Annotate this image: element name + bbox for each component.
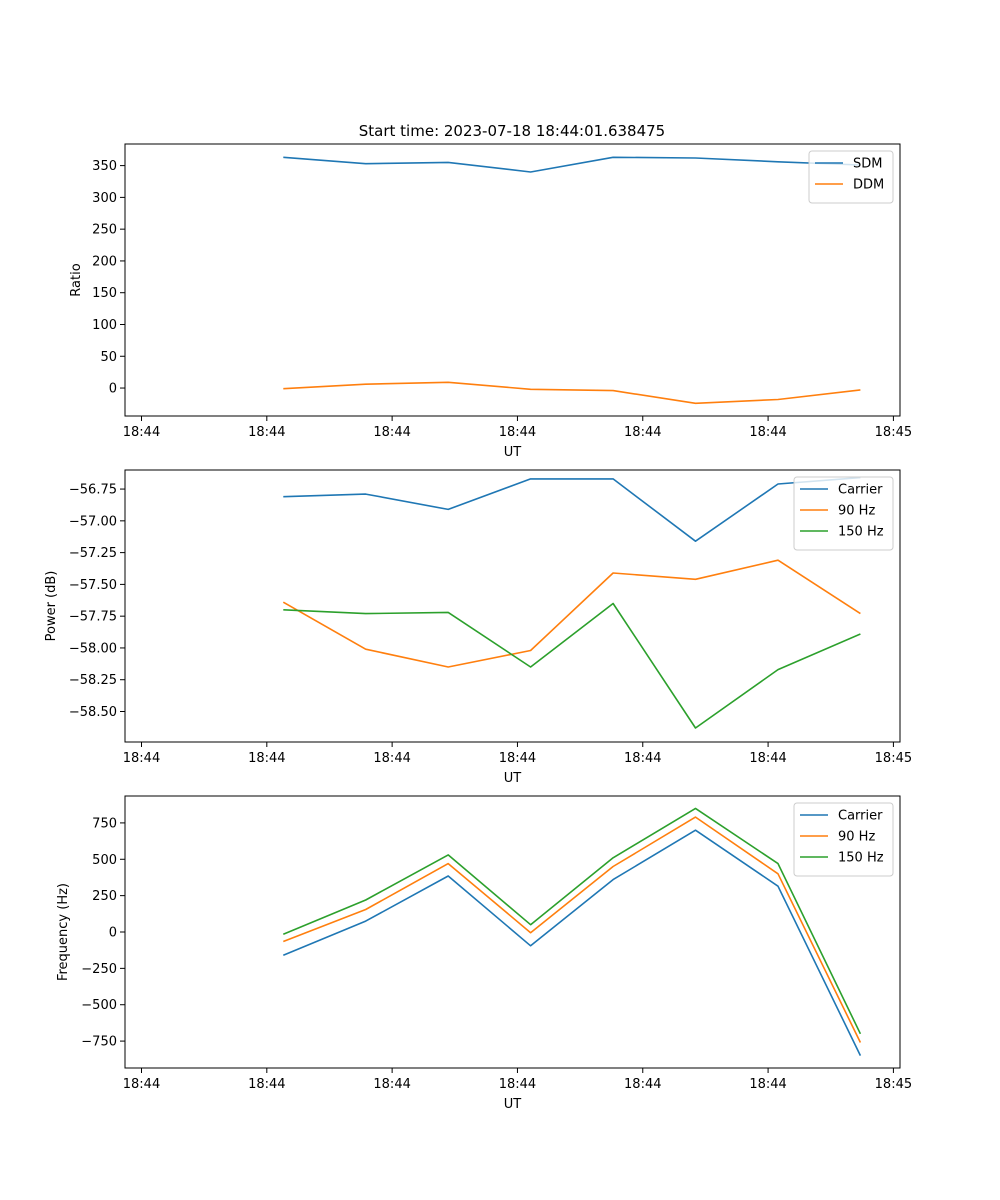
x-tick-label: 18:44: [749, 1077, 786, 1092]
x-tick-label: 18:44: [499, 425, 536, 440]
y-tick-label: −58.25: [69, 673, 117, 688]
legend-label: 150 Hz: [838, 851, 884, 866]
x-tick-label: 18:45: [875, 1077, 912, 1092]
legend: SDM DDM: [808, 150, 894, 204]
x-tick-label: 18:44: [499, 751, 536, 766]
x-tick-label: 18:44: [123, 425, 160, 440]
x-tick-label: 18:44: [373, 1077, 410, 1092]
legend-label: Carrier: [838, 483, 883, 498]
y-tick-label: 750: [92, 816, 117, 831]
y-tick-label: 250: [92, 889, 117, 904]
x-tick-label: 18:44: [248, 1077, 285, 1092]
x-tick-label: 18:44: [248, 751, 285, 766]
y-tick-label: 250: [92, 223, 117, 238]
series-line-ddm: [283, 381, 861, 405]
y-tick-label: −57.50: [69, 578, 117, 593]
x-axis-label: UT: [504, 445, 522, 460]
x-tick-label: 18:44: [624, 751, 661, 766]
y-tick-label: 150: [92, 286, 117, 301]
series-line-carrier: [282, 829, 862, 1056]
series-line-150-hz: [283, 602, 861, 729]
x-tick-label: 18:44: [248, 425, 285, 440]
legend-label: DDM: [853, 178, 884, 193]
legend-label: Carrier: [838, 809, 883, 824]
x-tick-label: 18:44: [373, 751, 410, 766]
x-tick-label: 18:44: [123, 1077, 160, 1092]
x-tick-label: 18:44: [373, 425, 410, 440]
y-axis-label: Power (dB): [44, 571, 59, 642]
axes-frame: [124, 795, 901, 1069]
y-tick-label: −750: [81, 1035, 117, 1050]
y-tick-label: 300: [92, 191, 117, 206]
y-tick-label: 200: [92, 254, 117, 269]
y-tick-label: 50: [100, 350, 117, 365]
y-tick-label: −58.00: [69, 641, 117, 656]
legend-label: 90 Hz: [838, 504, 875, 519]
y-tick-label: −58.50: [69, 705, 117, 720]
y-axis-label: Frequency (Hz): [56, 883, 71, 981]
legend-label: 150 Hz: [838, 525, 884, 540]
x-tick-label: 18:44: [749, 751, 786, 766]
legend-label: 90 Hz: [838, 830, 875, 845]
figure-title: Start time: 2023-07-18 18:44:01.638475: [359, 122, 665, 140]
x-tick-label: 18:44: [123, 751, 160, 766]
series-line-90-hz: [283, 816, 862, 1043]
legend-box: [808, 150, 894, 204]
subplot-ratio: 18:44 18:44 18:44 18:44 18:44 18:44 18:45 0 50 10…: [69, 143, 912, 460]
axes-frame: [124, 469, 901, 743]
subplot-frequency: 18:44 18:44 18:44 18:44 18:44 18:44 18:45 −750 −…: [56, 795, 912, 1112]
y-axis-label: Ratio: [69, 263, 84, 296]
y-tick-label: 100: [92, 318, 117, 333]
legend: Carrier 90 Hz 150 Hz: [793, 802, 894, 877]
series-line-sdm: [283, 156, 861, 173]
legend: Carrier 90 Hz 150 Hz: [793, 476, 894, 551]
y-tick-label: 500: [92, 853, 117, 868]
axes-frame: [124, 143, 901, 417]
x-tick-label: 18:44: [624, 1077, 661, 1092]
y-tick-label: 0: [109, 382, 117, 397]
y-tick-label: −57.25: [69, 546, 117, 561]
series-line-150-hz: [282, 807, 862, 1035]
y-tick-label: 0: [109, 926, 117, 941]
series-line-carrier: [283, 476, 861, 543]
x-tick-label: 18:45: [875, 751, 912, 766]
x-axis-label: UT: [504, 1097, 522, 1112]
x-axis-label: UT: [504, 771, 522, 786]
x-tick-label: 18:44: [499, 1077, 536, 1092]
x-tick-label: 18:44: [749, 425, 786, 440]
subplot-power: 18:44 18:44 18:44 18:44 18:44 18:44 18:45 −58.5…: [44, 469, 912, 786]
y-tick-label: −250: [81, 962, 117, 977]
x-tick-label: 18:45: [875, 425, 912, 440]
y-tick-label: −57.75: [69, 610, 117, 625]
y-tick-label: 350: [92, 159, 117, 174]
y-tick-label: −57.00: [69, 514, 117, 529]
legend-label: SDM: [853, 157, 882, 172]
x-tick-label: 18:44: [624, 425, 661, 440]
series-line-90-hz: [282, 559, 861, 668]
y-tick-label: −500: [81, 998, 117, 1013]
y-tick-label: −56.75: [69, 483, 117, 498]
